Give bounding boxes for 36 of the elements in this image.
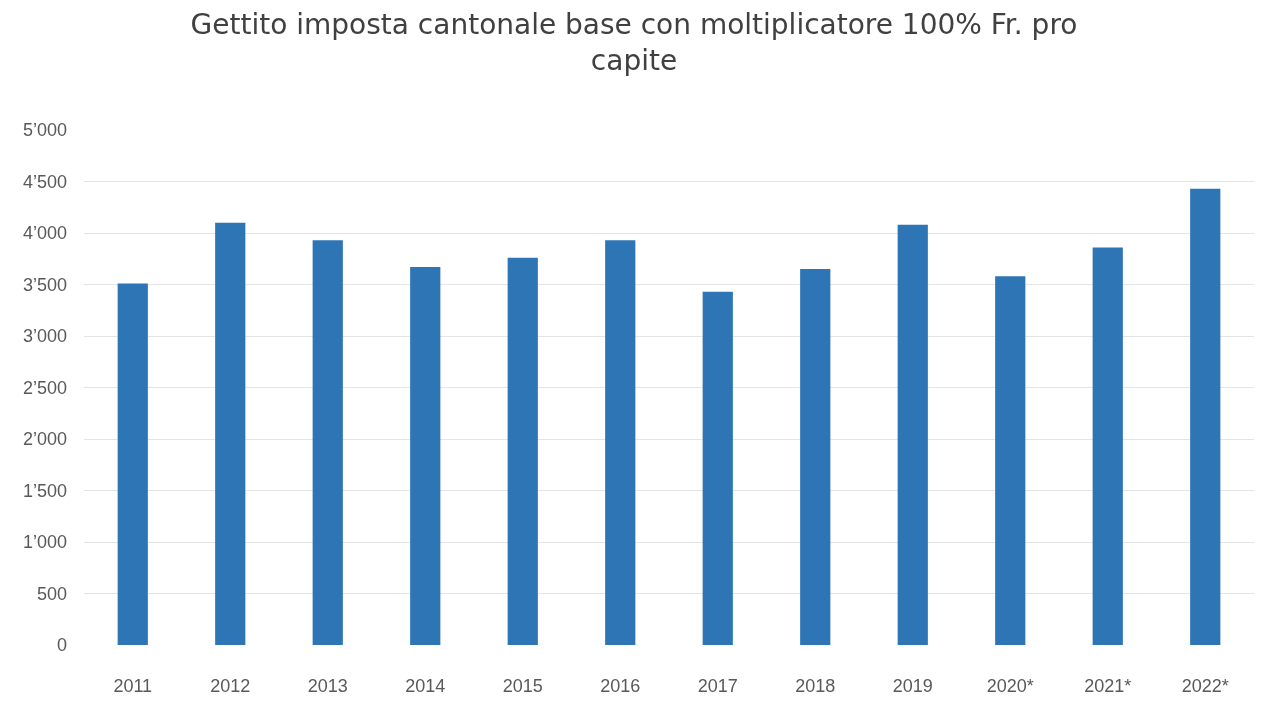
x-tick-label: 2012 — [210, 676, 251, 696]
y-tick-label: 500 — [36, 583, 67, 604]
x-tick-label: 2011 — [113, 676, 153, 696]
bar — [605, 240, 636, 645]
bar — [702, 291, 733, 645]
bar — [800, 269, 831, 645]
chart-title: Gettito imposta cantonale base con moltiplicatore 100% Fr. pro capite — [190, 7, 1078, 77]
y-tick-label: 2’000 — [22, 429, 67, 450]
y-tick-label: 5’000 — [22, 120, 67, 141]
bar — [507, 257, 538, 645]
bar — [1190, 188, 1221, 645]
x-tick-label: 2019 — [892, 676, 933, 696]
y-tick-label: 0 — [56, 635, 67, 656]
x-tick-label: 2017 — [697, 676, 738, 696]
x-tick-label: 2013 — [307, 676, 348, 696]
x-tick-label: 2018 — [795, 676, 836, 696]
y-tick-label: 2’500 — [22, 377, 67, 398]
y-tick-label: 1’000 — [22, 532, 67, 553]
x-tick-label: 2020* — [986, 676, 1034, 696]
bar — [312, 240, 343, 645]
y-tick-label: 4’500 — [22, 171, 67, 192]
y-tick-label: 1’500 — [22, 480, 67, 501]
bar — [995, 276, 1026, 645]
bar — [1092, 247, 1123, 645]
x-tick-label: 2021* — [1084, 676, 1132, 696]
bar — [410, 266, 441, 645]
x-tick-label: 2014 — [405, 676, 446, 696]
x-tick-label: 2015 — [502, 676, 543, 696]
y-tick-label: 3’000 — [22, 326, 67, 347]
bar — [897, 224, 928, 645]
y-tick-label: 4’000 — [22, 223, 67, 244]
y-tick-label: 3’500 — [22, 274, 67, 295]
x-tick-label: 2022* — [1181, 676, 1229, 696]
bar — [215, 222, 246, 645]
bar — [117, 283, 148, 645]
x-tick-label: 2016 — [600, 676, 641, 696]
